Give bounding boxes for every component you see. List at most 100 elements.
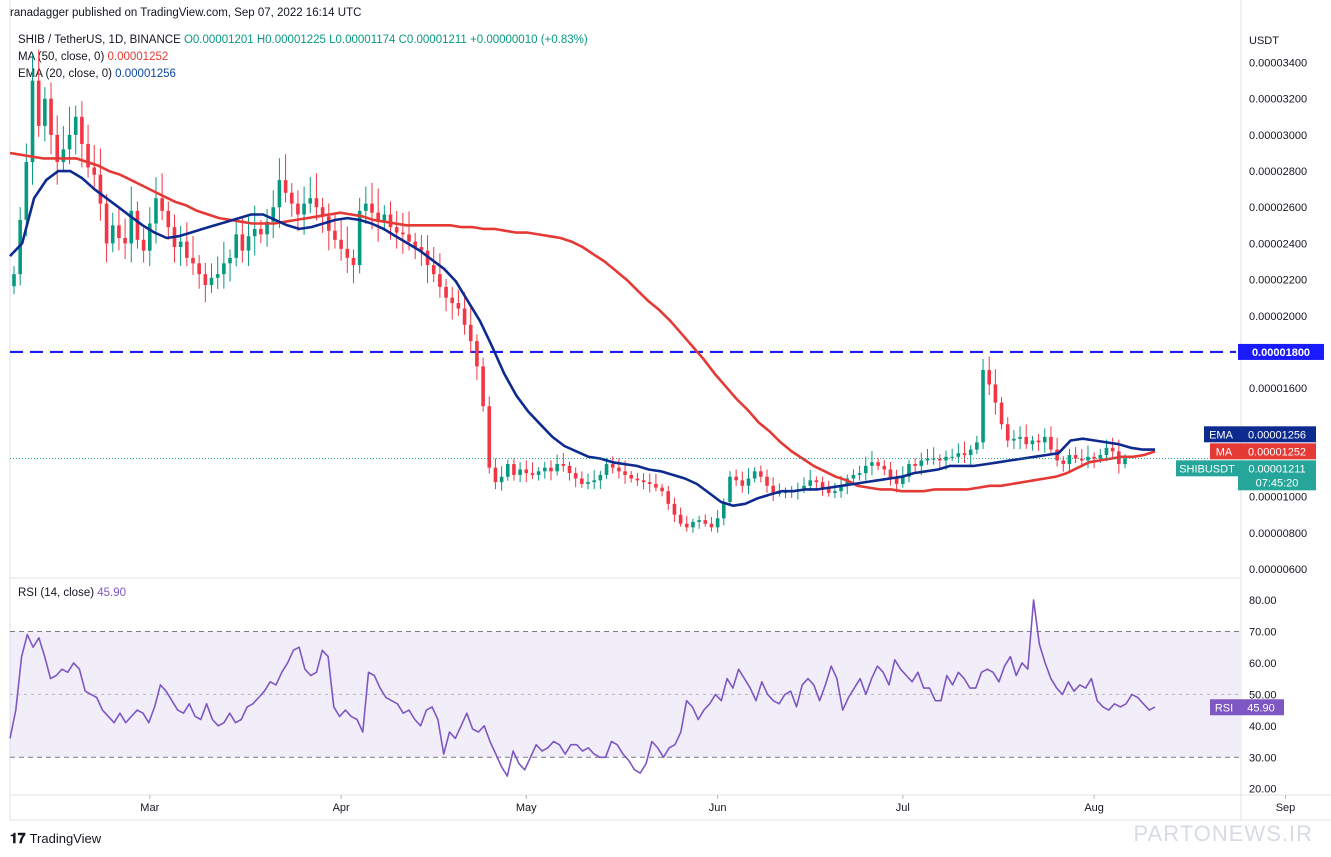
candle-body [1079,458,1084,461]
price-tick-label: 0.00002800 [1249,166,1307,178]
candle-body [1030,440,1035,445]
candle-body [1104,447,1109,456]
candle-body [49,98,53,135]
candle-body [80,116,84,144]
candle-body [512,464,516,475]
ohlc-values: O0.00001201 H0.00001225 L0.00001174 C0.0… [183,34,588,46]
candle-body [1055,449,1059,461]
ema-20-line [9,169,1155,508]
price-tick-label: 0.00000600 [1249,564,1307,576]
candle-body [456,303,461,309]
time-label: May [516,802,537,814]
candle-body [993,384,998,403]
time-label: Jul [896,802,910,814]
candle-body [555,464,559,472]
rsi-line [9,599,1156,777]
price-tick-label: 0.00003000 [1249,130,1307,142]
candle-body [1098,455,1103,459]
candle-body [438,274,442,287]
candle-body [573,473,578,479]
candle-body [536,471,541,475]
candle-body [975,442,979,450]
candle-body [12,274,16,287]
candle-body [401,232,405,235]
candle-body [598,474,603,481]
candle-body [777,492,782,494]
candle-body [493,467,498,483]
candle-body [240,234,245,251]
candle-body [684,523,689,528]
candle-body [567,465,572,474]
price-tick-label: 0.00002600 [1249,202,1307,214]
candle-body [259,228,263,235]
candle-body [388,214,393,228]
candle-body [61,149,66,163]
ma-legend-value: 0.00001252 [107,51,169,63]
candle-body [740,480,745,486]
candle-body [907,464,911,477]
candle-body [938,458,942,461]
candle-body [901,476,905,484]
symbol-tag: SHIBUSDT [1179,463,1235,475]
candle-body [234,234,238,258]
candle-body [450,297,455,304]
candle-body [617,467,621,472]
rsi-legend[interactable]: RSI (14, close) 45.90 [18,587,126,599]
candle-body [802,485,806,490]
tradingview-logo[interactable]: 𝟏𝟕 TradingView [10,830,101,847]
candle-body [826,487,831,493]
candle-body [1123,458,1127,465]
candle-body [73,116,78,135]
ma-tag-bg [1238,443,1316,460]
candle-body [289,192,294,204]
candle-body [833,491,837,493]
candle-body [734,476,738,481]
candle-body [1092,456,1096,459]
rsi-tick-label: 40.00 [1249,721,1277,733]
candle-body [931,458,936,460]
candle-body [505,464,510,477]
price-tick-label: 0.00000800 [1249,528,1307,540]
last-price-tag-bg [1238,460,1316,491]
watermark: PARTONEWS.IR [1133,821,1313,846]
candle-body [765,476,769,486]
currency-label: USDT [1249,35,1279,47]
candle-body [357,210,362,266]
candle-body [518,469,522,475]
ma-50-line [9,151,1156,493]
ema-legend[interactable]: EMA (20, close, 0) 0.00001256 [18,68,176,80]
candle-body [1110,447,1115,452]
candle-body [36,80,41,126]
candle-body [104,203,109,244]
candle-body [999,402,1004,425]
candle-body [759,471,763,477]
candle-body [117,225,121,238]
candle-body [431,265,436,275]
rsi-legend-value: 45.90 [97,587,127,599]
ma-tag-value: 0.00001252 [1248,446,1306,458]
candle-body [722,502,726,519]
ma-tag-name: MA [1216,446,1233,458]
candle-body [641,480,646,483]
candle-body [185,241,189,258]
time-label: Jun [709,802,727,814]
ma-legend[interactable]: MA (50, close, 0) 0.00001252 [18,51,168,63]
candle-body [1036,440,1041,443]
resistance-tag [1238,343,1324,360]
candle-body [808,480,813,486]
candle-body [252,228,257,237]
candle-body [481,366,485,407]
candle-body [394,227,399,233]
candle-body [1067,455,1072,465]
candle-body [487,406,492,468]
candle-body [691,521,695,528]
candle-body [345,248,350,258]
symbol-title[interactable]: SHIB / TetherUS, 1D, BINANCE [18,34,181,46]
candle-body [660,487,664,492]
price-tick-label: 0.00001000 [1249,492,1307,504]
ema-tag-bg [1238,426,1316,443]
candle-body [913,464,917,466]
time-label: Apr [333,802,350,814]
price-tick-label: 0.00003200 [1249,94,1307,106]
